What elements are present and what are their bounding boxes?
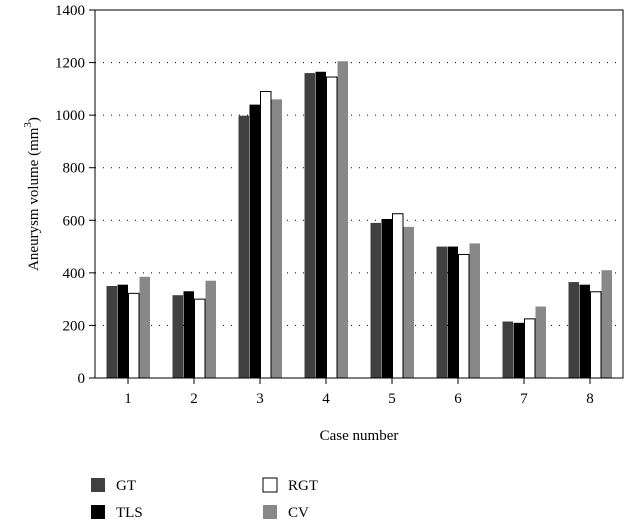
y-tick-label: 400 (63, 266, 86, 282)
bar-gt-case-3 (238, 115, 249, 378)
legend-label-rgt: RGT (288, 478, 318, 494)
x-tick-label: 6 (454, 391, 462, 407)
bar-tls-case-8 (579, 284, 590, 378)
bar-cv-case-8 (601, 270, 612, 378)
y-tick-label: 1000 (55, 108, 85, 124)
bar-tls-case-4 (315, 71, 326, 379)
bar-gt-case-8 (568, 282, 579, 378)
bar-tls-case-2 (183, 291, 194, 378)
x-tick-label: 2 (190, 391, 198, 407)
gridlines (95, 62, 623, 326)
x-tick-label: 1 (124, 391, 132, 407)
x-axis-title: Case number (320, 428, 399, 444)
x-tick-label: 5 (388, 391, 396, 407)
bar-rgt-case-8 (590, 291, 602, 379)
bar-cv-case-3 (271, 99, 282, 378)
bar-tls-case-6 (447, 246, 458, 378)
bar-cv-case-6 (469, 243, 480, 378)
bar-rgt-case-2 (194, 298, 206, 379)
plot-frame (94, 9, 624, 379)
bar-tls-case-3 (249, 104, 260, 378)
y-tick-label: 0 (78, 371, 86, 387)
legend-label-tls: TLS (116, 505, 143, 521)
legend-label-gt: GT (116, 478, 136, 494)
x-axis: 1 2 3 4 5 6 7 8 (124, 378, 594, 407)
bar-rgt-case-7 (524, 318, 536, 379)
bar-tls-case-7 (513, 322, 524, 378)
y-axis: 0 200 400 600 800 1000 1200 1400 (55, 3, 95, 387)
bar-gt-case-2 (172, 295, 183, 378)
bar-cv-case-4 (337, 61, 348, 378)
bar-rgt-case-4 (326, 76, 338, 379)
y-axis-title: Aneurysm volume (mm3) (22, 117, 42, 271)
bar-gt-case-6 (436, 246, 447, 378)
y-tick-label: 1200 (55, 56, 85, 72)
bar-cv-case-7 (535, 306, 546, 378)
x-tick-label: 7 (520, 391, 528, 407)
legend-swatch-cv (263, 505, 277, 519)
y-tick-label: 200 (63, 318, 86, 334)
bar-cv-case-2 (205, 280, 216, 378)
x-tick-label: 4 (322, 391, 330, 407)
bar-rgt-case-5 (392, 213, 404, 379)
bar-cv-case-5 (403, 226, 414, 378)
bar-gt-case-1 (106, 286, 117, 378)
y-tick-label: 1400 (55, 3, 85, 19)
bar-rgt-case-3 (260, 90, 272, 379)
y-tick-label: 600 (63, 213, 86, 229)
x-tick-label: 8 (586, 391, 594, 407)
bar-cv-case-1 (139, 276, 150, 378)
bar-gt-case-5 (370, 222, 381, 378)
bar-rgt-case-6 (458, 253, 470, 379)
legend-swatch-gt (91, 478, 105, 492)
bars (106, 61, 612, 379)
legend-swatch-tls (91, 505, 105, 519)
x-tick-label: 3 (256, 391, 264, 407)
bar-rgt-case-1 (128, 292, 140, 379)
bar-tls-case-5 (381, 218, 392, 378)
bar-gt-case-4 (304, 73, 315, 378)
bar-tls-case-1 (117, 284, 128, 378)
legend-label-cv: CV (288, 505, 309, 521)
bar-gt-case-7 (502, 321, 513, 378)
legend-swatch-rgt (262, 477, 278, 493)
legend: GT TLS RGT CV (91, 477, 318, 521)
y-tick-label: 800 (63, 161, 86, 177)
